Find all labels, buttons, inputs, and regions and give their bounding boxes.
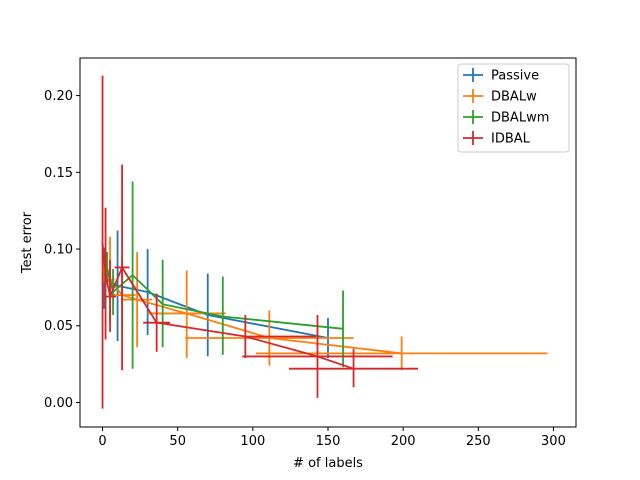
y-axis-label: Test error (20, 211, 35, 274)
x-tick-label: 250 (466, 434, 491, 449)
legend-label: Passive (491, 69, 539, 84)
x-tick-label: 150 (316, 434, 341, 449)
legend-box (457, 63, 570, 153)
series-dbalwm (106, 181, 344, 369)
legend: Passive DBALw DBALwm IDBAL (457, 63, 570, 153)
x-tick-label: 50 (169, 434, 186, 449)
y-axis-ticks: 0.00 0.05 0.10 0.15 0.20 (44, 89, 80, 411)
x-axis-label: # of labels (293, 456, 363, 471)
y-tick-label: 0.05 (44, 319, 73, 334)
legend-label: DBALw (491, 90, 537, 105)
series-idbal (101, 75, 419, 409)
series-layer (101, 75, 548, 409)
legend-label: DBALwm (491, 111, 549, 126)
legend-item-dbalw: DBALw (463, 89, 537, 105)
x-axis-ticks: 0 50 100 150 200 250 300 (98, 427, 566, 449)
x-tick-label: 0 (98, 434, 106, 449)
x-tick-label: 100 (240, 434, 265, 449)
legend-label: IDBAL (491, 132, 531, 147)
y-tick-label: 0.10 (44, 243, 73, 258)
series-line (101, 242, 354, 370)
legend-item-dbalwm: DBALwm (463, 110, 549, 126)
y-tick-label: 0.00 (44, 396, 73, 411)
y-tick-label: 0.20 (44, 89, 73, 104)
y-tick-label: 0.15 (44, 166, 73, 181)
legend-item-idbal: IDBAL (463, 131, 531, 147)
x-tick-label: 200 (391, 434, 416, 449)
legend-item-passive: Passive (463, 68, 539, 84)
x-tick-label: 300 (541, 434, 566, 449)
series-line (106, 267, 344, 330)
